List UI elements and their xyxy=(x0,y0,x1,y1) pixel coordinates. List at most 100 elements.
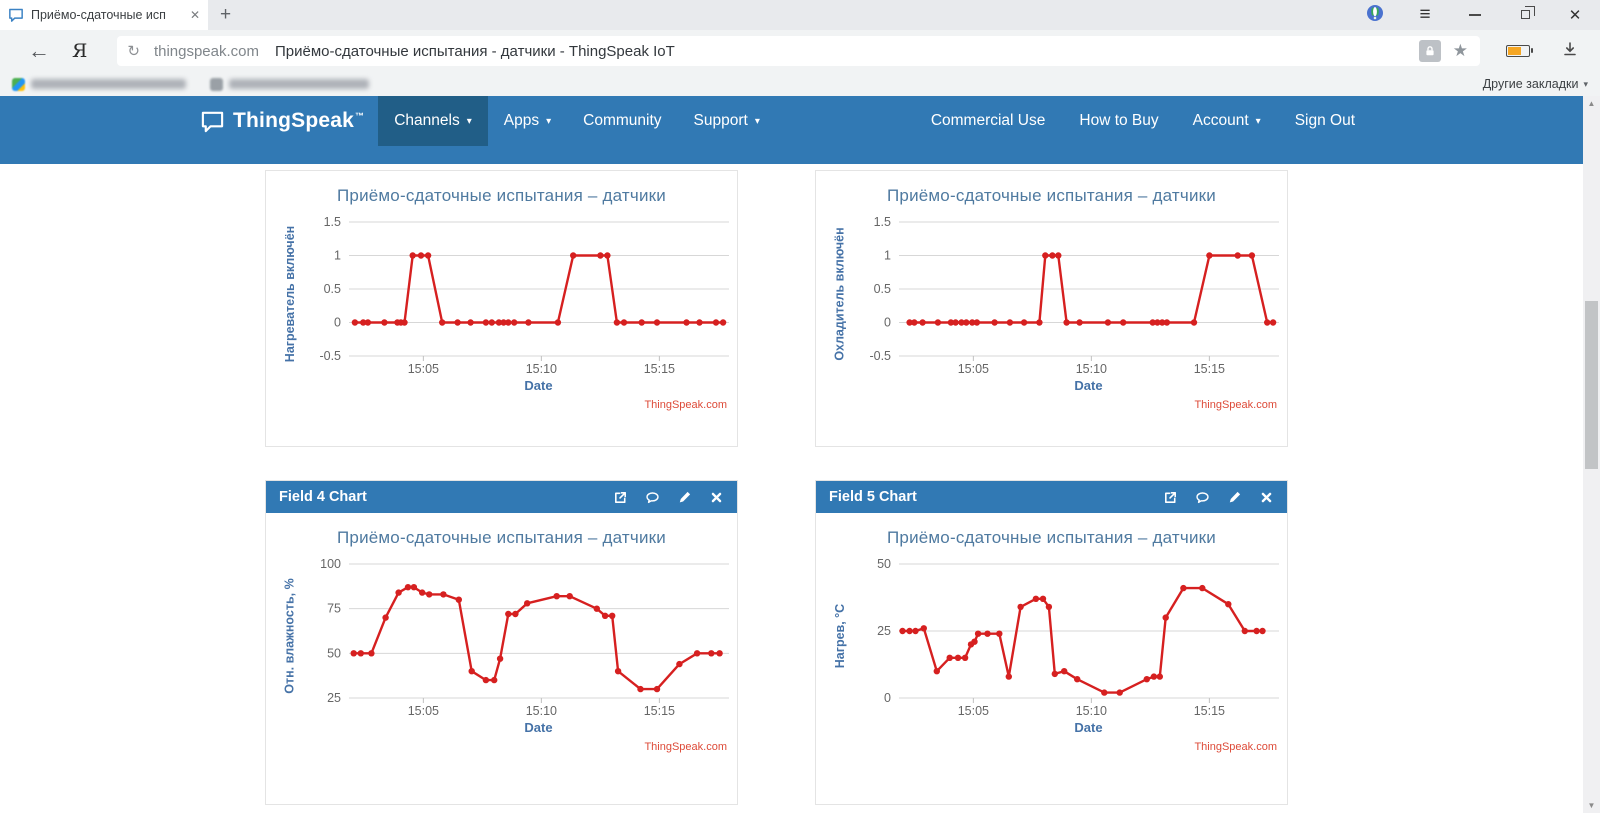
data-point xyxy=(899,627,906,635)
data-point xyxy=(512,610,519,618)
scrollbar[interactable]: ▲ ▼ xyxy=(1583,96,1600,813)
data-point xyxy=(920,625,927,632)
nav-item-commercial-use[interactable]: Commercial Use xyxy=(914,96,1063,146)
nav-item-sign-out[interactable]: Sign Out xyxy=(1278,96,1372,146)
nav-item-channels[interactable]: Channels ▾ xyxy=(378,96,488,146)
data-point xyxy=(553,593,560,600)
data-point xyxy=(409,252,416,259)
back-button[interactable]: ← xyxy=(28,38,50,63)
minimize-button[interactable] xyxy=(1450,6,1500,24)
data-point xyxy=(593,605,600,612)
chart-plot: 100 75 50 25 15:05 15:10 15:15 xyxy=(320,557,729,718)
data-point xyxy=(468,668,475,675)
trademark: ™ xyxy=(355,111,365,121)
data-point xyxy=(454,319,461,326)
y-tick-label: 25 xyxy=(327,691,341,705)
chart-title: Приёмо-сдаточные испытания – датчики xyxy=(337,528,666,547)
data-point xyxy=(496,655,504,662)
tab-close-icon[interactable]: ✕ xyxy=(189,8,200,22)
data-point xyxy=(1120,319,1127,326)
data-point xyxy=(1143,676,1150,683)
data-point xyxy=(676,660,683,668)
scroll-down-icon[interactable]: ▼ xyxy=(1587,801,1596,810)
data-point xyxy=(1225,601,1232,608)
data-point xyxy=(712,319,720,326)
chart-card-header: Field 5 Chart xyxy=(816,481,1287,513)
nav-item-account[interactable]: Account ▾ xyxy=(1176,96,1278,146)
edit-icon[interactable] xyxy=(677,490,692,505)
blurred-bookmark[interactable] xyxy=(210,77,369,91)
download-icon[interactable] xyxy=(1562,41,1578,62)
data-point xyxy=(505,610,512,618)
thingspeak-credit-link[interactable]: ThingSpeak.com xyxy=(644,741,727,753)
close-window-button[interactable]: ✕ xyxy=(1568,6,1582,24)
data-point xyxy=(360,319,367,326)
browser-tab[interactable]: Приёмо-сдаточные исп ✕ xyxy=(0,0,208,30)
chevron-down-icon: ▾ xyxy=(1583,78,1588,89)
yandex-logo[interactable]: Я xyxy=(72,40,88,62)
scrollbar-thumb[interactable] xyxy=(1585,301,1598,469)
data-point xyxy=(1149,319,1156,326)
scroll-up-icon[interactable]: ▲ xyxy=(1587,99,1596,108)
data-point xyxy=(1051,670,1058,678)
extension-icon[interactable] xyxy=(1350,4,1400,27)
close-icon[interactable] xyxy=(709,490,724,505)
y-tick-label: 0.5 xyxy=(324,282,341,296)
data-point xyxy=(1269,319,1277,326)
address-bar[interactable]: ↻ thingspeak.com Приёмо-сдаточные испыта… xyxy=(117,36,1480,66)
thingspeak-logo[interactable]: ThingSpeak™ xyxy=(200,96,364,146)
thingspeak-credit-link[interactable]: ThingSpeak.com xyxy=(644,399,727,411)
y-tick-label: 1 xyxy=(884,249,891,263)
comment-icon[interactable] xyxy=(1195,490,1210,505)
data-point xyxy=(991,319,998,326)
bookmark-star-icon[interactable]: ★ xyxy=(1452,41,1468,60)
data-point xyxy=(500,319,507,326)
data-point xyxy=(954,654,962,661)
external-link-icon[interactable] xyxy=(613,490,628,505)
data-point xyxy=(912,627,919,635)
close-icon[interactable] xyxy=(1259,490,1274,505)
thingspeak-credit-link[interactable]: ThingSpeak.com xyxy=(1194,399,1277,411)
y-tick-label: 0 xyxy=(884,691,891,705)
y-tick-label: 50 xyxy=(877,557,891,571)
data-point xyxy=(424,252,432,259)
menu-icon[interactable]: ≡ xyxy=(1419,4,1431,25)
new-tab-button[interactable]: + xyxy=(220,4,232,25)
blurred-bookmark[interactable] xyxy=(12,77,186,91)
data-point xyxy=(1190,319,1198,326)
x-tick-label: 15:10 xyxy=(526,362,557,376)
data-point xyxy=(1162,614,1169,621)
chart-header-icons xyxy=(613,490,724,505)
comment-icon[interactable] xyxy=(645,490,660,505)
brand-name: ThingSpeak xyxy=(233,109,355,132)
field-chart-title: Field 5 Chart xyxy=(829,489,917,505)
data-point xyxy=(1259,627,1266,635)
external-link-icon[interactable] xyxy=(1163,490,1178,505)
battery-icon[interactable] xyxy=(1506,45,1533,57)
edit-icon[interactable] xyxy=(1227,490,1242,505)
other-bookmarks-button[interactable]: Другие закладки ▾ xyxy=(1482,77,1588,91)
nav-item-apps[interactable]: Apps ▾ xyxy=(488,96,567,146)
lock-icon[interactable] xyxy=(1418,40,1441,62)
data-point xyxy=(440,591,447,598)
thingspeak-credit-link[interactable]: ThingSpeak.com xyxy=(1194,741,1277,753)
data-point xyxy=(401,319,408,326)
nav-item-label: Apps xyxy=(503,112,540,129)
data-point xyxy=(946,654,953,661)
chevron-down-icon: ▾ xyxy=(466,116,472,127)
data-point xyxy=(1104,319,1112,326)
chart-body: Нагрев, °C 50 25 0 15:05 15:10 15:15 xyxy=(816,554,1287,718)
nav-item-how-to-buy[interactable]: How to Buy xyxy=(1062,96,1175,146)
data-point xyxy=(1063,319,1070,326)
data-point xyxy=(1180,584,1187,592)
data-point xyxy=(525,319,532,326)
restore-button[interactable] xyxy=(1500,6,1550,24)
nav-item-support[interactable]: Support ▾ xyxy=(678,96,776,146)
data-point xyxy=(973,319,981,326)
nav-item-community[interactable]: Community xyxy=(567,96,677,146)
data-point xyxy=(382,614,389,621)
data-point xyxy=(613,319,621,326)
data-point xyxy=(1061,668,1068,675)
y-tick-label: 0.5 xyxy=(874,282,891,296)
reload-icon[interactable]: ↻ xyxy=(127,43,140,60)
